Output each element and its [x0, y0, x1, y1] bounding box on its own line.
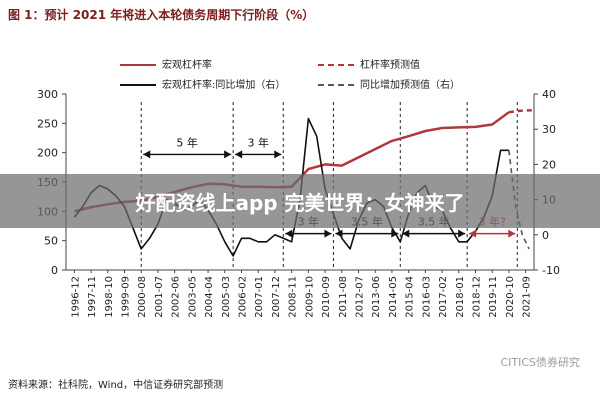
x-tick-label: 2017-02 — [438, 276, 449, 318]
span-arrow-head-right — [391, 229, 399, 238]
span-arrow-head-left — [402, 229, 410, 238]
x-tick-label: 2013-06 — [371, 276, 382, 318]
series-line-1 — [508, 109, 534, 114]
x-tick-label: 2007-12 — [271, 276, 282, 318]
x-tick-label: 2008-11 — [288, 276, 299, 318]
legend-item-leverage-forecast: 杠杆率预测值 — [318, 56, 420, 71]
span-arrow-head-right — [458, 229, 466, 238]
x-tick-label: 1999-09 — [121, 276, 132, 318]
x-tick-label: 2009-10 — [304, 276, 315, 318]
x-tick-label: 2011-08 — [338, 276, 349, 318]
span-arrow-head-right — [508, 229, 516, 238]
legend-swatch-yoy — [120, 84, 156, 86]
legend-swatch-leverage — [120, 64, 156, 66]
y-left-tick-label: 50 — [44, 235, 58, 248]
y-right-tick-label: -10 — [542, 264, 560, 277]
x-tick-label: 2012-07 — [355, 276, 366, 318]
x-tick-label: 2016-03 — [421, 276, 432, 318]
legend-swatch-yoy-forecast — [318, 84, 354, 86]
y-left-tick-label: 250 — [37, 117, 58, 130]
span-arrow-head-left — [335, 229, 343, 238]
legend-label-leverage: 宏观杠杆率 — [162, 60, 212, 71]
legend-label-yoy: 宏观杠杆率:同比增加（右） — [162, 80, 286, 91]
span-label: 3 年 — [247, 135, 269, 149]
span-arrow-head-left — [143, 150, 151, 159]
y-left-tick-label: 300 — [37, 88, 58, 101]
x-tick-label: 2001-07 — [154, 276, 165, 318]
x-tick-label: 1997-11 — [87, 276, 98, 318]
span-arrow-head-left — [469, 229, 477, 238]
y-right-tick-label: 40 — [542, 88, 556, 101]
legend-item-yoy: 宏观杠杆率:同比增加（右） — [120, 76, 285, 91]
x-tick-label: 1996-12 — [70, 276, 81, 318]
y-right-tick-label: 0 — [542, 229, 549, 242]
span-label: 5 年 — [176, 135, 198, 149]
y-left-tick-label: 0 — [51, 264, 58, 277]
x-tick-label: 2021-09 — [522, 276, 533, 318]
x-tick-label: 2005-03 — [221, 276, 232, 318]
source-note: 资料来源：社科院，Wind，中信证券研究部预测 — [8, 380, 224, 391]
x-tick-label: 2004-04 — [204, 276, 215, 318]
legend-label-leverage-forecast: 杠杆率预测值 — [360, 60, 420, 71]
x-tick-label: 2018-01 — [455, 276, 466, 318]
x-tick-label: 2000-08 — [137, 276, 148, 318]
x-tick-label: 2003-05 — [187, 276, 198, 318]
y-right-tick-label: 20 — [542, 158, 556, 171]
legend-label-yoy-forecast: 同比增加预测值（右） — [360, 80, 460, 91]
y-left-tick-label: 200 — [37, 147, 58, 160]
x-tick-label: 2006-02 — [238, 276, 249, 318]
x-tick-label: 2002-06 — [171, 276, 182, 318]
legend-item-yoy-forecast: 同比增加预测值（右） — [318, 76, 460, 91]
chart-title: 图 1：预计 2021 年将进入本轮债务周期下行阶段（%） — [8, 8, 315, 22]
overlay-banner: 好配资线上app 完美世界：女神来了 — [0, 174, 600, 228]
x-tick-label: 2010-09 — [321, 276, 332, 318]
span-arrow-head-right — [274, 150, 282, 159]
x-tick-label: 2015-04 — [405, 276, 416, 318]
x-tick-label: 2018-12 — [472, 276, 483, 318]
legend-item-leverage: 宏观杠杆率 — [120, 56, 212, 71]
x-tick-label: 2019-11 — [488, 276, 499, 318]
x-tick-label: 1998-10 — [104, 276, 115, 318]
watermark: CITICS债券研究 — [500, 356, 580, 369]
x-tick-label: 2020-10 — [505, 276, 516, 318]
legend-swatch-leverage-forecast — [318, 64, 354, 66]
x-tick-label: 2014-05 — [388, 276, 399, 318]
span-arrow-head-left — [285, 229, 293, 238]
span-arrow-head-left — [235, 150, 243, 159]
x-tick-label: 2007-01 — [254, 276, 265, 318]
span-arrow-head-right — [324, 229, 332, 238]
span-arrow-head-right — [224, 150, 232, 159]
y-right-tick-label: 30 — [542, 123, 556, 136]
